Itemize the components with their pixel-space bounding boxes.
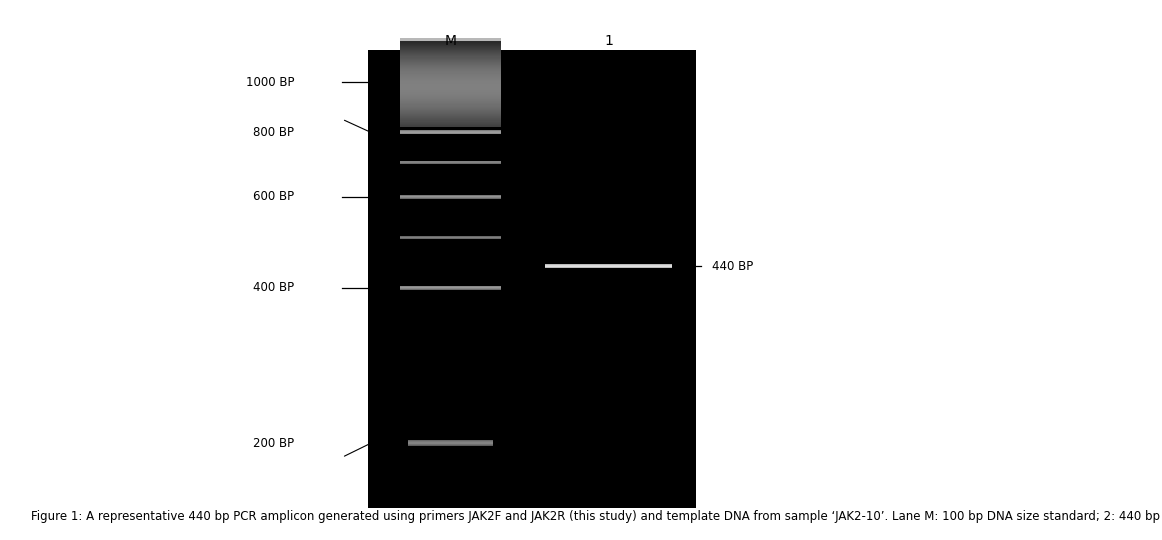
- Bar: [400, 43, 501, 45]
- Bar: [400, 84, 501, 85]
- Bar: [400, 51, 501, 52]
- Bar: [400, 85, 501, 86]
- Bar: [400, 113, 501, 115]
- Text: 800 BP: 800 BP: [253, 126, 294, 139]
- Bar: [400, 79, 501, 81]
- Bar: [400, 90, 501, 92]
- Bar: [400, 49, 501, 50]
- Bar: [400, 65, 501, 67]
- Bar: [400, 59, 501, 61]
- Bar: [400, 60, 501, 62]
- Bar: [400, 121, 501, 123]
- Text: 600 BP: 600 BP: [253, 191, 294, 204]
- Bar: [400, 102, 501, 104]
- Bar: [400, 119, 501, 120]
- Text: M: M: [444, 34, 457, 48]
- Bar: [400, 63, 501, 65]
- Bar: [400, 77, 501, 79]
- Bar: [400, 71, 501, 72]
- Bar: [400, 61, 501, 63]
- Bar: [400, 66, 501, 68]
- Bar: [400, 44, 501, 46]
- Bar: [368, 50, 696, 508]
- Bar: [400, 52, 501, 53]
- Bar: [400, 88, 501, 90]
- Bar: [400, 42, 501, 44]
- Bar: [400, 103, 501, 104]
- Bar: [400, 111, 501, 113]
- Bar: [400, 118, 501, 119]
- Bar: [400, 76, 501, 78]
- Bar: [400, 87, 501, 89]
- Text: 1000 BP: 1000 BP: [246, 76, 294, 89]
- Bar: [400, 123, 501, 125]
- Bar: [400, 124, 501, 126]
- Bar: [400, 99, 501, 100]
- Bar: [400, 80, 501, 82]
- Bar: [400, 53, 501, 55]
- Bar: [400, 45, 501, 47]
- Bar: [400, 104, 501, 105]
- Text: 1: 1: [604, 34, 614, 48]
- Bar: [400, 74, 501, 76]
- Bar: [400, 55, 501, 57]
- Bar: [400, 125, 501, 127]
- Bar: [400, 110, 501, 112]
- Bar: [400, 114, 501, 116]
- Bar: [400, 97, 501, 98]
- Bar: [400, 91, 501, 93]
- Bar: [400, 57, 501, 59]
- Bar: [400, 108, 501, 110]
- Bar: [400, 122, 501, 124]
- Bar: [400, 101, 501, 103]
- Bar: [400, 82, 501, 83]
- Bar: [400, 96, 501, 97]
- Bar: [400, 89, 501, 91]
- Bar: [400, 109, 501, 111]
- Bar: [400, 116, 501, 117]
- Bar: [400, 73, 501, 75]
- Bar: [400, 68, 501, 69]
- Bar: [400, 86, 501, 87]
- Bar: [400, 64, 501, 66]
- Bar: [400, 48, 501, 49]
- Bar: [400, 94, 501, 96]
- Bar: [400, 93, 501, 95]
- Bar: [400, 38, 501, 44]
- Bar: [400, 92, 501, 94]
- Bar: [400, 54, 501, 56]
- Bar: [400, 107, 501, 109]
- Text: 200 BP: 200 BP: [253, 437, 294, 450]
- Bar: [400, 83, 501, 84]
- Bar: [400, 120, 501, 122]
- Bar: [400, 100, 501, 102]
- Bar: [400, 56, 501, 58]
- Bar: [400, 46, 501, 48]
- Bar: [400, 75, 501, 77]
- Bar: [400, 58, 501, 60]
- Bar: [400, 72, 501, 73]
- Bar: [400, 50, 501, 51]
- Bar: [400, 78, 501, 80]
- Bar: [400, 62, 501, 64]
- Bar: [400, 41, 501, 43]
- Bar: [400, 105, 501, 106]
- Bar: [400, 106, 501, 107]
- Bar: [400, 117, 501, 118]
- Text: Figure 1: A representative 440 bp PCR amplicon generated using primers JAK2F and: Figure 1: A representative 440 bp PCR am…: [31, 510, 1162, 523]
- Bar: [400, 112, 501, 114]
- Bar: [400, 98, 501, 99]
- Bar: [400, 70, 501, 71]
- Text: 400 BP: 400 BP: [253, 281, 294, 294]
- Text: 440 BP: 440 BP: [712, 260, 753, 273]
- Bar: [400, 69, 501, 70]
